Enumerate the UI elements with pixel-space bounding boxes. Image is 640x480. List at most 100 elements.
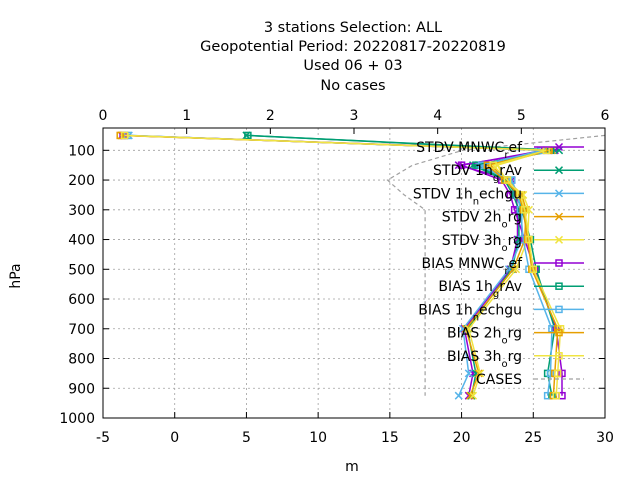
data-point: [525, 235, 533, 244]
x2-tick-label: 5: [517, 108, 526, 124]
y-tick-label: 100: [68, 143, 95, 159]
legend-label: CASES: [476, 372, 522, 388]
x2-tick-label: 6: [601, 108, 610, 124]
legend-marker: [555, 259, 563, 267]
legend-entry: BIAS 1hgrAv: [438, 279, 584, 300]
series-line: [124, 134, 562, 396]
legend-marker: [555, 305, 563, 314]
data-point: [508, 176, 516, 184]
legend-entry: BIAS 3horg: [447, 349, 584, 370]
series-10: [386, 134, 606, 396]
data-point: [503, 176, 512, 184]
series-9: [120, 131, 565, 400]
y-tick-label: 400: [68, 233, 95, 249]
data-point: [546, 369, 555, 378]
data-point: [116, 131, 124, 140]
data-point: [529, 265, 538, 274]
x2-tick-label: 0: [99, 108, 108, 124]
y-tick-label: 600: [68, 292, 95, 308]
data-point: [458, 324, 468, 333]
data-point: [469, 391, 478, 400]
data-point: [464, 369, 473, 378]
data-point: [516, 191, 525, 199]
series-line: [123, 134, 563, 396]
data-point: [489, 161, 497, 169]
y-tick-label: 1000: [59, 411, 95, 427]
legend-entry: BIAS 1hnechgu: [418, 302, 584, 323]
legend-label: BIAS MNWCref: [422, 256, 524, 277]
legend-label: STDV 1hnechgu: [413, 186, 522, 207]
legend-marker: [554, 212, 564, 221]
x-tick-label: 10: [309, 430, 327, 446]
x2-tick-label: 4: [433, 108, 442, 124]
legend-label: STDV 1hgrAv: [433, 163, 522, 184]
axis-ticks: -5 0 5 10 15 20 25 300 1 2 3 4 5 61002003004005006007…: [59, 108, 614, 446]
x2-tick-label: 1: [182, 108, 191, 124]
title-line-1: 3 stations Selection: ALL: [264, 20, 442, 36]
series-line: [120, 134, 559, 396]
data-point: [244, 131, 252, 140]
x-tick-label: 20: [453, 430, 471, 446]
legend-label: STDV 2horg: [442, 210, 522, 231]
title-line-4: No cases: [320, 78, 385, 94]
legend-marker: [555, 328, 563, 337]
data-point: [556, 325, 565, 333]
data-point: [555, 146, 564, 155]
data-point: [552, 391, 560, 400]
data-point: [461, 324, 470, 333]
data-point: [464, 324, 473, 333]
y-tick-label: 800: [68, 352, 95, 368]
legend-label: BIAS 1hgrAv: [438, 279, 522, 300]
grid: [103, 128, 605, 418]
legend-marker: [555, 282, 563, 290]
legend-entry: STDV 3horg: [442, 233, 584, 254]
legend-marker: [554, 166, 564, 175]
legend-label: BIAS 1hnechgu: [418, 302, 522, 323]
data-point: [474, 369, 483, 378]
series-line: [386, 134, 606, 396]
legend-label: STDV MNWCref: [416, 140, 523, 161]
legend-entry: STDV MNWCref: [416, 140, 584, 161]
legend-marker: [555, 352, 563, 360]
title-line-2: Geopotential Period: 20220817-20220819: [200, 39, 506, 55]
y-tick-label: 700: [68, 322, 95, 338]
legend-marker: [554, 142, 564, 152]
legend-label: BIAS 2horg: [447, 326, 522, 347]
x-tick-label: -5: [96, 430, 110, 446]
data-point: [553, 369, 562, 378]
x2-tick-label: 3: [350, 108, 359, 124]
legend-label: STDV 3horg: [442, 233, 522, 254]
data-point: [476, 369, 485, 378]
legend-entry: BIAS 2horg: [447, 326, 584, 347]
legend-entry: STDV 1hgrAv: [433, 163, 584, 184]
data-point: [457, 161, 466, 169]
y-tick-label: 300: [68, 203, 95, 219]
legend-marker: [554, 235, 564, 244]
data-point: [512, 265, 521, 274]
y-tick-label: 200: [68, 173, 95, 189]
x-tick-label: 15: [381, 430, 399, 446]
legend-entry: BIAS MNWCref: [422, 256, 584, 277]
legend-entry: CASES: [476, 372, 584, 388]
x2-tick-label: 2: [266, 108, 275, 124]
legend-label: BIAS 3horg: [447, 349, 522, 370]
x-tick-label: 5: [242, 430, 251, 446]
y-tick-label: 500: [68, 262, 95, 278]
chart-title: 3 stations Selection: ALL Geopotential P…: [200, 20, 506, 94]
y-axis-label: hPa: [8, 263, 24, 288]
legend-entry: STDV 2horg: [442, 210, 584, 231]
data-point: [454, 391, 463, 400]
data-point: [520, 206, 529, 214]
x-tick-label: 25: [524, 430, 542, 446]
x-tick-label: 0: [170, 430, 179, 446]
title-line-3: Used 06 + 03: [303, 58, 402, 74]
data-point: [509, 265, 518, 274]
legend-entry: STDV 1hnechgu: [413, 186, 584, 207]
x-axis-label: m: [345, 459, 359, 475]
cases-layer: [386, 134, 606, 396]
data-point: [466, 391, 475, 400]
data-point: [558, 369, 566, 378]
legend-marker: [554, 189, 564, 198]
